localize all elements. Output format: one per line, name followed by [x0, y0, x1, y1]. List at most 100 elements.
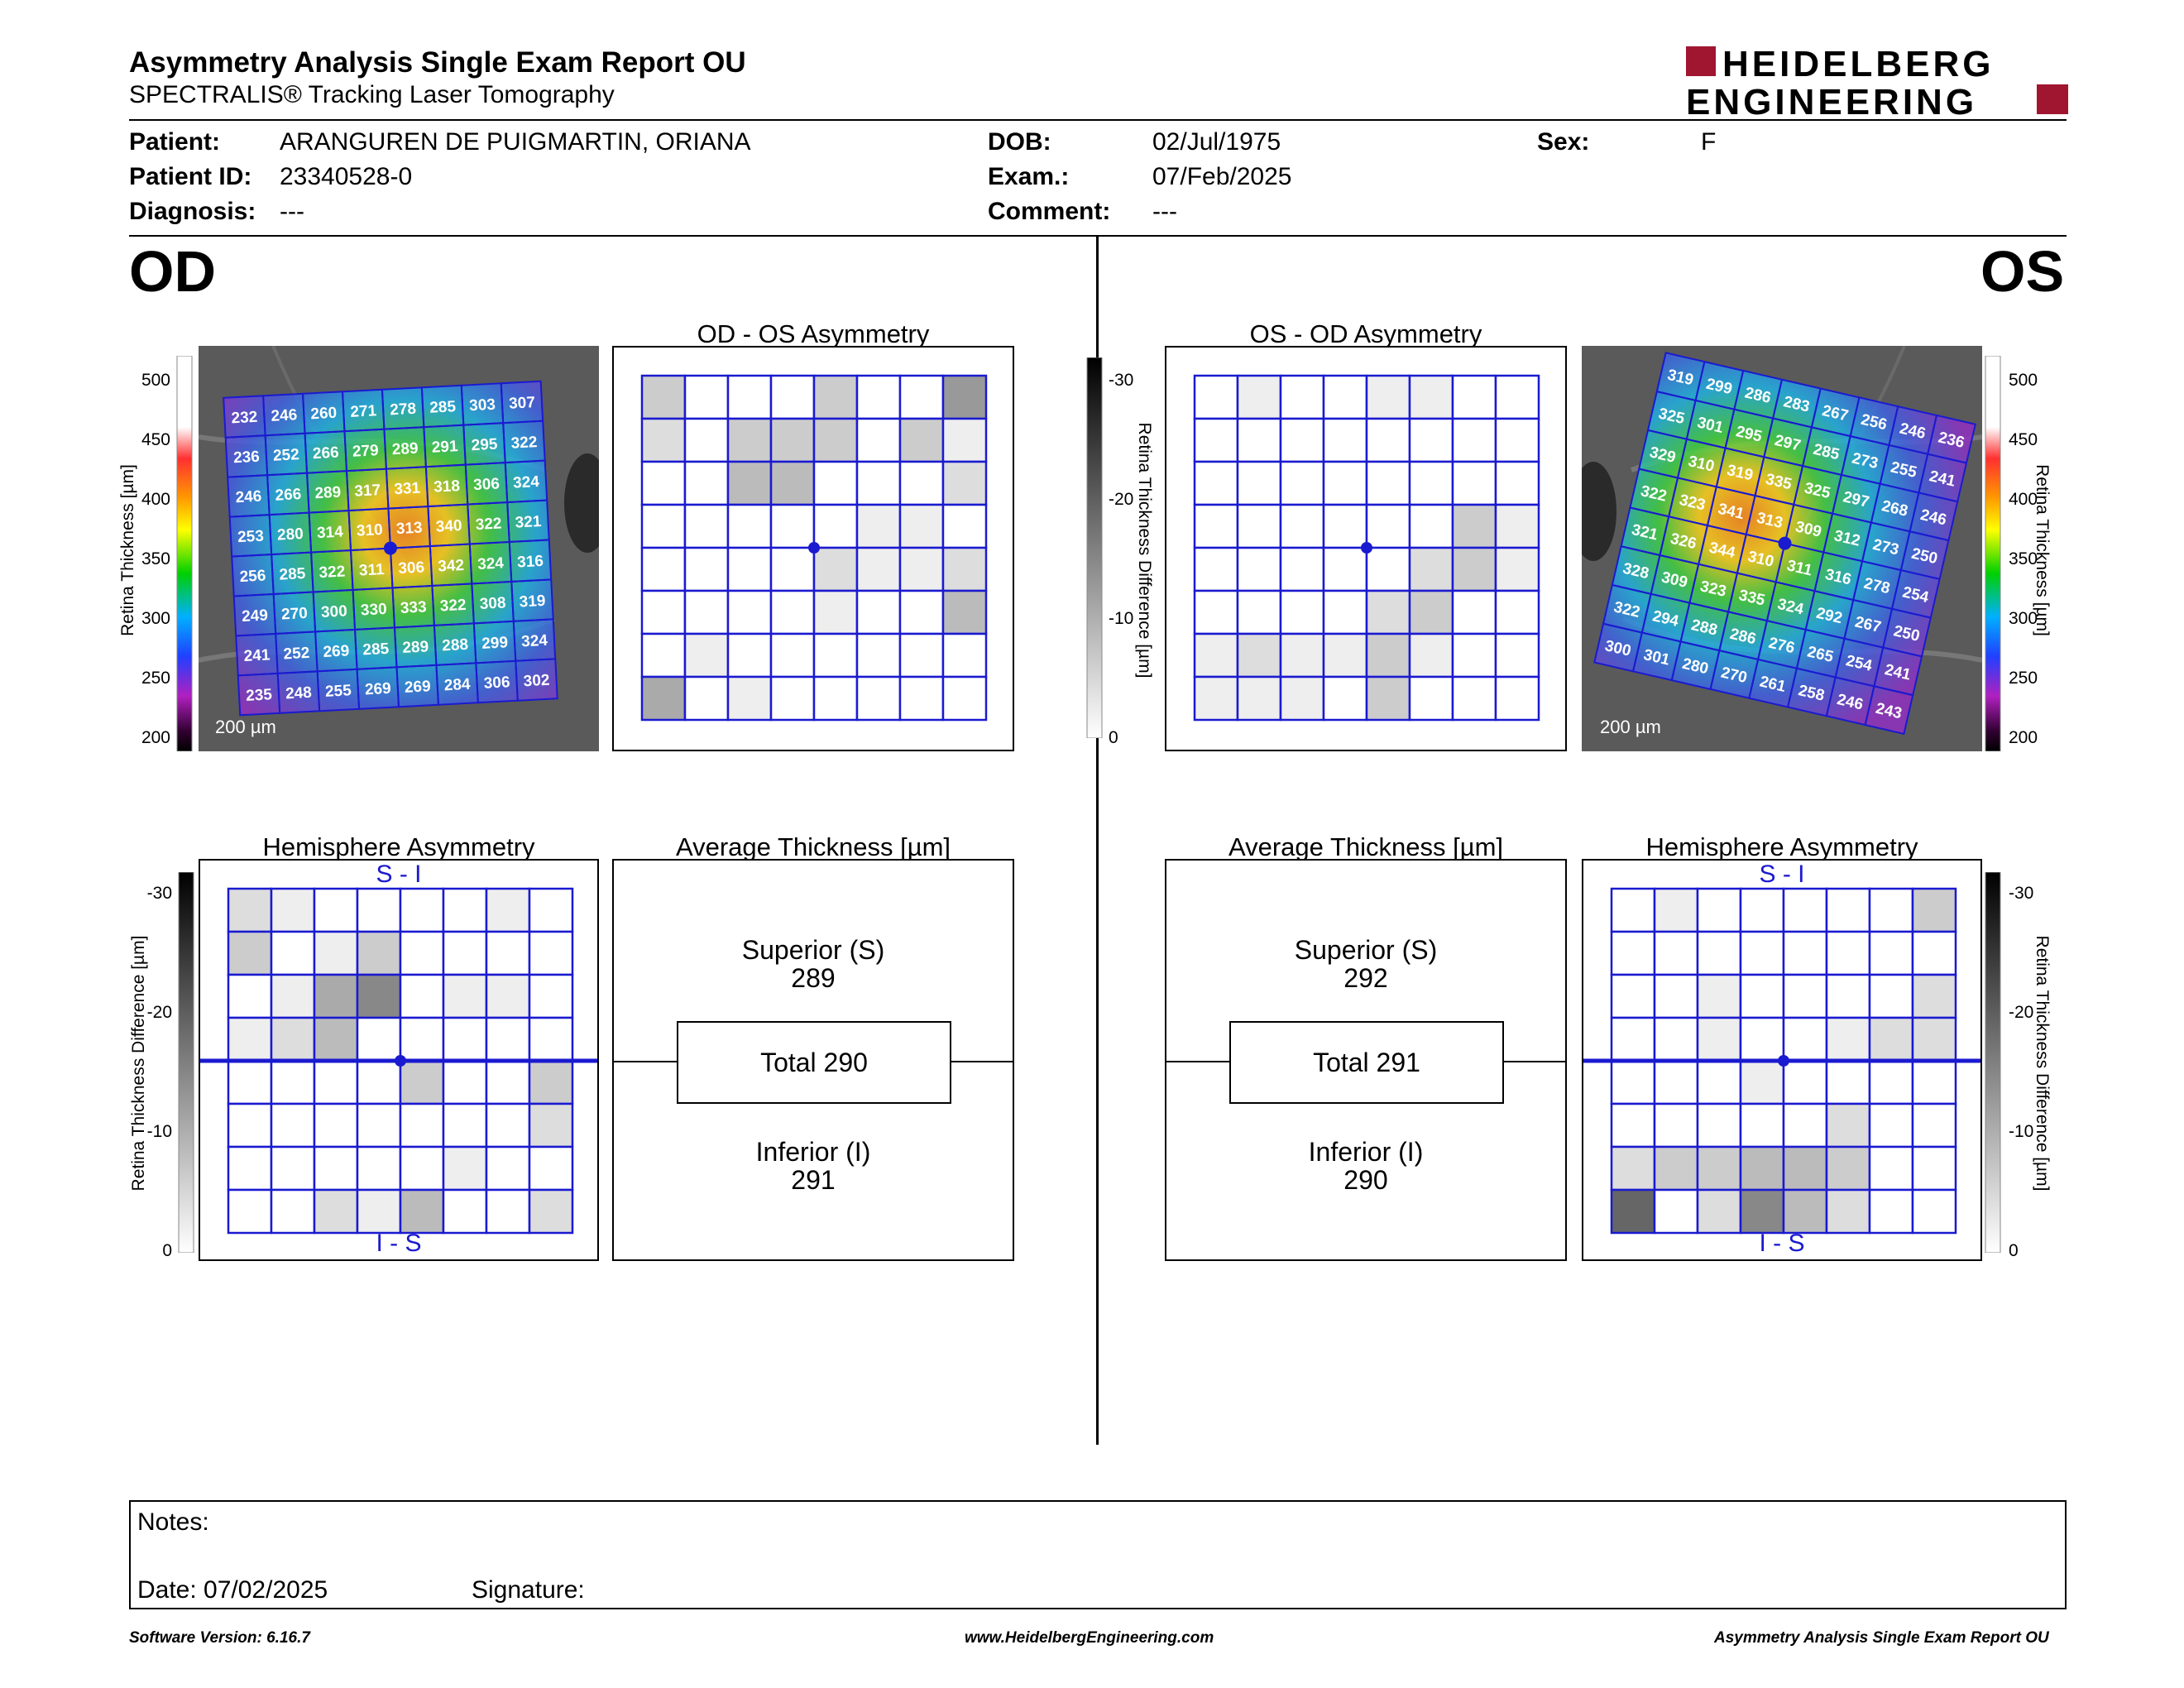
grid-cell	[855, 589, 902, 635]
grid-cell	[726, 589, 773, 635]
grid-cell	[855, 417, 902, 463]
grid-cell	[485, 930, 531, 976]
grid-cell	[399, 1188, 445, 1235]
tick-label: -20	[1109, 490, 1134, 509]
grid-cell	[640, 460, 687, 506]
thickness-value: 306	[398, 559, 425, 578]
grid-cell	[270, 887, 316, 933]
grid-cell	[1365, 460, 1411, 506]
fovea-marker	[1778, 1055, 1789, 1067]
grid-cell	[1322, 503, 1368, 549]
thickness-value: 260	[310, 405, 338, 424]
grid-cell	[1408, 503, 1454, 549]
thickness-value: 279	[352, 442, 379, 461]
grid-cell	[812, 589, 859, 635]
grid-cell	[898, 417, 945, 463]
grid-cell	[1408, 374, 1454, 420]
grid-cell	[1911, 1188, 1957, 1235]
grid-cell	[898, 546, 945, 592]
grid-cell	[812, 675, 859, 722]
tick-label: 250	[2009, 669, 2038, 688]
grid-cell	[356, 887, 402, 933]
grid-cell	[1782, 1188, 1828, 1235]
grid-cell	[227, 887, 273, 933]
grid-cell	[898, 675, 945, 722]
grid-cell	[640, 503, 687, 549]
od-avg-panel: Superior (S) 289 Total 290 Inferior (I) …	[612, 859, 1014, 1261]
thickness-value: 306	[483, 674, 510, 693]
grid-cell	[640, 417, 687, 463]
grid-cell	[855, 632, 902, 679]
grid-cell	[1610, 1102, 1656, 1149]
dob-value: 02/Jul/1975	[1152, 128, 1281, 156]
heidelberg-logo: HEIDELBERG ENGINEERING	[1686, 45, 2068, 117]
od-hemi-title: Hemisphere Asymmetry	[262, 832, 535, 861]
notes-box[interactable]: Notes: Date: 07/02/2025 Signature:	[129, 1500, 2067, 1609]
grid-cell	[812, 417, 859, 463]
grid-cell	[1610, 887, 1656, 933]
footer-website[interactable]: www.HeidelbergEngineering.com	[965, 1629, 1214, 1647]
grid-cell	[1868, 1059, 1914, 1105]
thickness-value: 285	[279, 565, 306, 584]
fovea-marker	[395, 1055, 406, 1067]
thickness-value: 319	[519, 592, 546, 611]
grid-cell	[1365, 675, 1411, 722]
grid-cell	[769, 374, 816, 420]
grid-cell	[1408, 546, 1454, 592]
os-superior-value: 292	[1343, 963, 1388, 993]
grid-cell	[683, 460, 730, 506]
thickness-value: 252	[273, 446, 300, 465]
grid-cell	[313, 973, 359, 1019]
grid-cell	[442, 1188, 488, 1235]
grid-cell	[270, 1145, 316, 1192]
os-hemi-colorbar	[1985, 872, 2001, 1253]
grid-cell	[270, 1059, 316, 1105]
os-hemi-panel: S - I I - S	[1582, 859, 1982, 1261]
grid-cell	[1911, 973, 1957, 1019]
thickness-value: 299	[481, 634, 509, 653]
grid-cell	[1868, 973, 1914, 1019]
thickness-value: 248	[285, 684, 313, 703]
thickness-value: 322	[439, 597, 467, 616]
grid-cell	[442, 930, 488, 976]
grid-cell	[1193, 675, 1239, 722]
od-asym-panel	[612, 346, 1014, 751]
grid-cell	[1236, 503, 1282, 549]
thickness-value: 314	[317, 523, 344, 542]
grid-cell	[1279, 546, 1325, 592]
od-hemi-axis-label: Retina Thickness Difference [µm]	[129, 935, 148, 1192]
grid-cell	[941, 460, 988, 506]
grid-cell	[399, 930, 445, 976]
grid-cell	[1451, 675, 1497, 722]
tick-label: 300	[2009, 609, 2038, 628]
grid-cell	[1279, 417, 1325, 463]
thickness-value: 295	[471, 436, 498, 455]
grid-cell	[941, 589, 988, 635]
grid-cell	[485, 887, 531, 933]
grid-cell	[1322, 675, 1368, 722]
grid-cell	[1322, 460, 1368, 506]
sex-value: F	[1701, 128, 1717, 156]
grid-cell	[855, 374, 902, 420]
grid-cell	[528, 973, 574, 1019]
grid-cell	[1408, 675, 1454, 722]
od-inferior-label: Inferior (I)	[755, 1137, 871, 1167]
grid-cell	[356, 1102, 402, 1149]
thickness-cell	[515, 658, 558, 702]
grid-cell	[1696, 1102, 1742, 1149]
grid-cell	[683, 589, 730, 635]
fovea-marker	[1361, 542, 1372, 554]
grid-cell	[1408, 632, 1454, 679]
thickness-value: 266	[275, 486, 302, 505]
od-asym-title: OD - OS Asymmetry	[697, 319, 930, 348]
od-superior-value: 289	[791, 963, 836, 993]
grid-cell	[1825, 973, 1871, 1019]
grid-cell	[1193, 374, 1239, 420]
info-divider	[129, 235, 2067, 237]
grid-cell	[1653, 1059, 1699, 1105]
grid-cell	[1825, 930, 1871, 976]
od-hemi-grid	[200, 887, 597, 1235]
tick-label: 200	[141, 728, 170, 747]
grid-cell	[1236, 589, 1282, 635]
